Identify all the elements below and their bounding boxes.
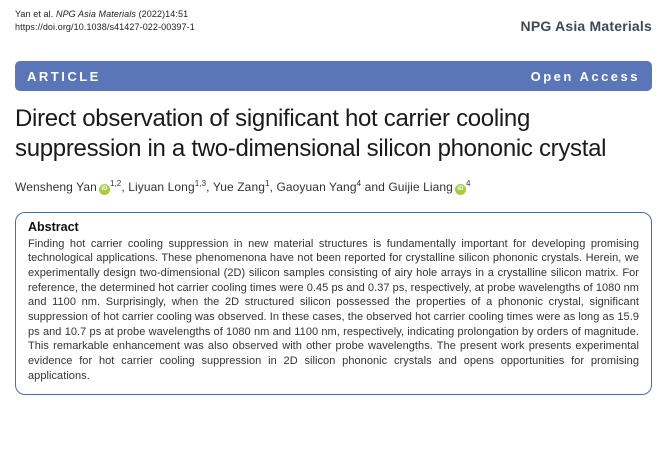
- author-separator: ,: [121, 180, 129, 194]
- author: Liyuan Long1,3,: [128, 179, 213, 195]
- citation-journal: NPG Asia Materials: [55, 9, 136, 19]
- author-name[interactable]: Yue Zang: [212, 180, 265, 194]
- author-separator: ,: [206, 180, 213, 194]
- author-separator: and: [361, 180, 389, 194]
- abstract-box: Abstract Finding hot carrier cooling sup…: [15, 211, 652, 395]
- author-name[interactable]: Wensheng Yan: [15, 180, 97, 194]
- abstract-body: Finding hot carrier cooling suppression …: [28, 237, 639, 382]
- article-type-banner: ARTICLE Open Access: [15, 61, 652, 91]
- orcid-icon[interactable]: iD: [98, 183, 110, 195]
- author-name[interactable]: Gaoyuan Yang: [276, 180, 357, 194]
- doi-link[interactable]: https://doi.org/10.1038/s41427-022-00397…: [15, 22, 195, 32]
- author-affiliation-sup: 4: [356, 179, 362, 188]
- author: Yue Zang1,: [212, 179, 277, 195]
- article-title: Direct observation of significant hot ca…: [15, 105, 607, 162]
- author: Guijie Liang iD4: [388, 179, 471, 195]
- page-header: Yan et al. NPG Asia Materials (2022)14:5…: [15, 8, 652, 34]
- author-name[interactable]: Liyuan Long: [128, 180, 195, 194]
- open-access-label: Open Access: [530, 68, 640, 84]
- doi-line: https://doi.org/10.1038/s41427-022-00397…: [15, 21, 195, 34]
- author-affiliation-sup: 4: [465, 179, 471, 188]
- citation-volume: (2022)14:51: [135, 9, 189, 19]
- citation-line: Yan et al. NPG Asia Materials (2022)14:5…: [15, 8, 195, 21]
- author-affiliation-sup: 1,2: [109, 179, 122, 188]
- article-type-label: ARTICLE: [27, 68, 101, 84]
- abstract-heading: Abstract: [28, 219, 79, 234]
- author: Wensheng Yan iD1,2,: [15, 179, 129, 195]
- author-separator: ,: [269, 180, 277, 194]
- author-affiliation-sup: 1,3: [194, 179, 207, 188]
- author: Gaoyuan Yang4 and: [276, 179, 389, 195]
- citation-authors: Yan et al.: [15, 9, 56, 19]
- author-name[interactable]: Guijie Liang: [388, 180, 453, 194]
- journal-name: NPG Asia Materials: [520, 18, 652, 34]
- orcid-icon[interactable]: iD: [454, 183, 466, 195]
- citation-block: Yan et al. NPG Asia Materials (2022)14:5…: [15, 8, 195, 34]
- authors-line: Wensheng Yan iD1,2, Liyuan Long1,3, Yue Z…: [15, 180, 652, 195]
- author-affiliation-sup: 1: [265, 179, 270, 188]
